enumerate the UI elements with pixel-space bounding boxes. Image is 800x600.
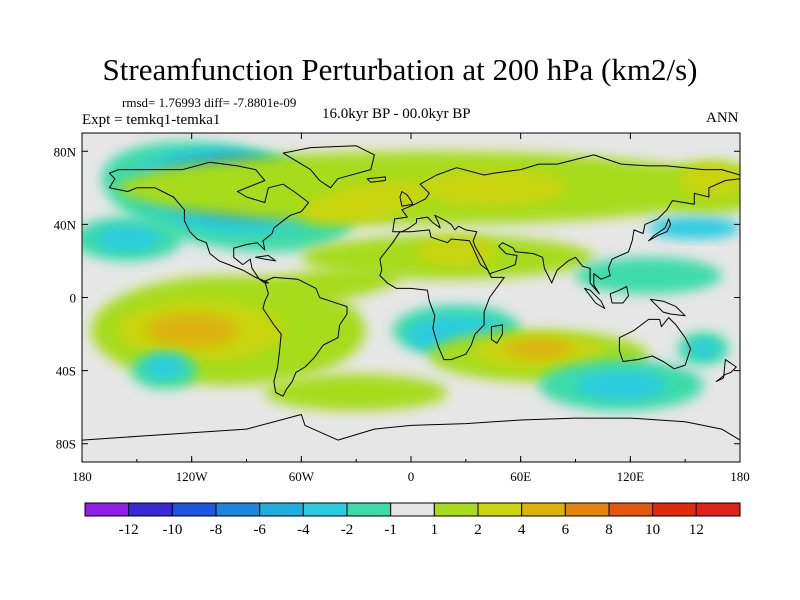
field-spac-pos4 — [145, 313, 238, 347]
coastlines — [82, 145, 740, 462]
coast-south-america — [262, 276, 348, 397]
field-natl-pos2 — [302, 181, 429, 224]
colorbar-label: -4 — [297, 522, 310, 538]
colorbar-label: -10 — [162, 522, 182, 538]
colorbar-label: -1 — [384, 522, 397, 538]
field-nepac-pos2 — [679, 164, 740, 197]
figure-title: Streamfunction Perturbation at 200 hPa (… — [102, 52, 698, 87]
field-tasman-neg2 — [688, 339, 719, 358]
colorbar-label: 2 — [474, 522, 482, 538]
colorbar-label: 1 — [431, 522, 439, 538]
colorbar-label: 10 — [645, 522, 660, 538]
colorbar-box — [521, 502, 566, 517]
colorbar-labels: -12 -10 -8 -6 -4 -2 -1 1 2 4 6 8 10 12 — [119, 522, 704, 538]
colorbar-box — [608, 502, 654, 517]
lat-label: 0 — [70, 291, 77, 306]
coast-sumatra — [584, 287, 606, 309]
colorbar-box — [390, 502, 435, 517]
colorbar: -12 -10 -8 -6 -4 -2 -1 1 2 4 6 8 10 12 — [84, 502, 741, 538]
coast-uk — [399, 191, 414, 207]
colorbar-label: -8 — [210, 522, 223, 538]
lon-label: 180 — [72, 469, 92, 484]
map-plot-area: 80N 40N 0 40S 80S 180 120W 60W 0 60E 120E 180 — [54, 132, 750, 484]
colorbar-label: -12 — [119, 522, 139, 538]
colorbar-box — [564, 502, 610, 517]
lon-label: 180 — [730, 469, 750, 484]
colorbar-box — [84, 502, 130, 517]
colorbar-boxes — [84, 502, 741, 517]
lon-label: 120E — [617, 469, 645, 484]
lat-axis-labels: 80N 40N 0 40S 80S — [54, 144, 77, 451]
coast-new-zealand — [715, 359, 737, 383]
lat-label: 80S — [56, 437, 76, 452]
coast-iceland — [366, 176, 386, 183]
coast-cuba — [255, 255, 277, 262]
lat-label: 40N — [54, 217, 77, 232]
lat-label: 80N — [54, 144, 77, 159]
stats-subtitle: rmsd= 1.76993 diff= -7.8801e-09 — [122, 95, 297, 110]
period-subtitle: 16.0kyr BP - 00.0kyr BP — [322, 106, 471, 122]
coast-africa — [379, 229, 505, 361]
coast-eurasia — [392, 154, 740, 295]
colorbar-box — [346, 502, 392, 517]
colorbar-box — [259, 502, 304, 517]
colorbar-box — [171, 502, 217, 517]
colorbar-box — [128, 502, 173, 517]
colorbar-label: 4 — [518, 522, 526, 538]
field-sa-pos1 — [264, 374, 448, 411]
field-antarctic-neutral — [82, 443, 740, 462]
colorbar-box — [433, 502, 479, 517]
field-so-neg2 — [575, 370, 667, 400]
field-nafr-pos2 — [416, 237, 497, 267]
field-sind-pos4 — [506, 339, 572, 358]
contour-field — [82, 141, 740, 462]
colorbar-box — [215, 502, 261, 517]
colorbar-label: -2 — [341, 522, 354, 538]
colorbar-box — [302, 502, 348, 517]
colorbar-box — [477, 502, 523, 517]
field-indonesia-neg1 — [575, 257, 722, 294]
axis-ticks — [81, 133, 741, 462]
coast-borneo — [609, 286, 629, 304]
coast-greenland — [282, 145, 375, 189]
experiment-subtitle: Expt = temkq1-temka1 — [82, 112, 221, 128]
field-npac-neg2 — [94, 226, 161, 252]
coast-antarctica — [82, 414, 740, 462]
colorbar-label: 6 — [562, 522, 570, 538]
coast-north-america — [108, 161, 310, 284]
colorbar-label: 12 — [689, 522, 704, 538]
coast-new-guinea — [649, 298, 686, 317]
lon-label: 60W — [289, 469, 315, 484]
lat-label: 40S — [56, 364, 76, 379]
lon-label: 0 — [408, 469, 415, 484]
colorbar-label: -6 — [253, 522, 266, 538]
field-spac-neg2 — [144, 355, 185, 378]
coast-japan — [648, 218, 671, 242]
season-subtitle: ANN — [706, 110, 739, 126]
coast-australia — [618, 317, 692, 370]
lon-label: 120W — [176, 469, 209, 484]
colorbar-box — [652, 502, 697, 517]
colorbar-label: 8 — [605, 522, 613, 538]
colorbar-box — [695, 502, 741, 517]
field-wnpac-neg2 — [648, 217, 740, 240]
lon-label: 60E — [510, 469, 531, 484]
coast-madagascar — [490, 324, 503, 344]
lon-axis-labels: 180 120W 60W 0 60E 120E 180 — [72, 469, 750, 484]
field-eur-pos2 — [420, 169, 567, 207]
